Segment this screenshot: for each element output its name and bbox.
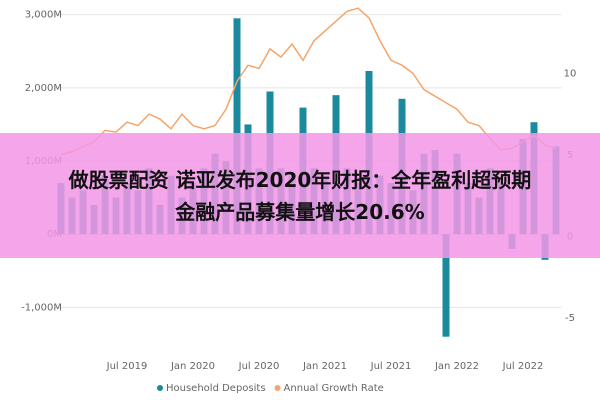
y-tick-label: 2,000M	[25, 83, 62, 94]
x-tick-label: Jul 2020	[238, 361, 280, 372]
x-tick-label: Jan 2021	[302, 361, 347, 372]
legend-label: Annual Growth Rate	[284, 383, 384, 394]
bar	[442, 234, 450, 337]
x-tick-label: Jan 2022	[434, 361, 479, 372]
banner-line: 金融产品募集量增长20.6%	[175, 199, 425, 224]
y-tick-label: -1,000M	[21, 302, 62, 313]
x-tick-label: Jul 2021	[370, 361, 412, 372]
x-tick-label: Jul 2019	[106, 361, 148, 372]
bar	[233, 18, 241, 235]
legend-label: Household Deposits	[166, 383, 266, 394]
banner-line: 做股票配资 诺亚发布2020年财报：全年盈利超预期	[68, 167, 532, 192]
y2-tick-label: 10	[564, 68, 577, 79]
x-tick-label: Jan 2020	[170, 361, 215, 372]
legend-marker	[157, 385, 163, 391]
y-tick-label: 3,000M	[25, 10, 62, 21]
y2-tick-label: -5	[565, 313, 575, 324]
banner: 做股票配资 诺亚发布2020年财报：全年盈利超预期 金融产品募集量增长20.6%	[0, 133, 600, 258]
line	[60, 7, 557, 156]
legend-marker	[274, 385, 281, 391]
x-tick-label: Jul 2022	[502, 361, 544, 372]
